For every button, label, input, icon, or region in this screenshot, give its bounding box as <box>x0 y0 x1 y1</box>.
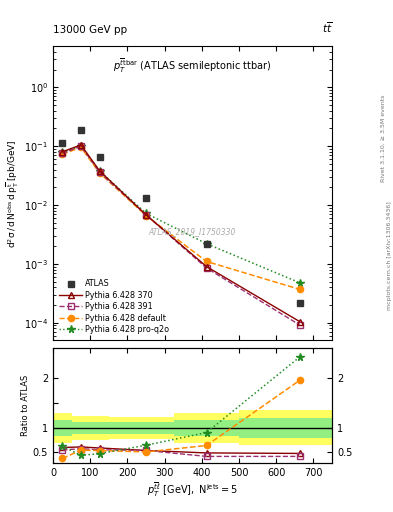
Text: 13000 GeV pp: 13000 GeV pp <box>53 25 127 35</box>
Text: mcplots.cern.ch [arXiv:1306.3436]: mcplots.cern.ch [arXiv:1306.3436] <box>387 202 391 310</box>
Text: ATLAS_2019_I1750330: ATLAS_2019_I1750330 <box>149 227 236 236</box>
Y-axis label: $\mathrm{d^2\sigma\,/\,d\,N^{obs}\,d\,p_T^{\overline{t}}\,[pb/GeV]}$: $\mathrm{d^2\sigma\,/\,d\,N^{obs}\,d\,p_… <box>5 139 21 247</box>
Text: $p_T^{\overline{t}\mathrm{tbar}}$ (ATLAS semileptonic ttbar): $p_T^{\overline{t}\mathrm{tbar}}$ (ATLAS… <box>113 56 272 75</box>
X-axis label: $p^{\overline{t}\ell}_{T}\ \mathrm{[GeV],\ N^{jets}=5}$: $p^{\overline{t}\ell}_{T}\ \mathrm{[GeV]… <box>147 481 238 500</box>
Y-axis label: Ratio to ATLAS: Ratio to ATLAS <box>21 375 30 436</box>
Text: Rivet 3.1.10, ≥ 3.5M events: Rivet 3.1.10, ≥ 3.5M events <box>381 95 386 182</box>
Text: $t\overline{t}$: $t\overline{t}$ <box>321 20 332 35</box>
Legend: ATLAS, Pythia 6.428 370, Pythia 6.428 391, Pythia 6.428 default, Pythia 6.428 pr: ATLAS, Pythia 6.428 370, Pythia 6.428 39… <box>57 277 172 336</box>
